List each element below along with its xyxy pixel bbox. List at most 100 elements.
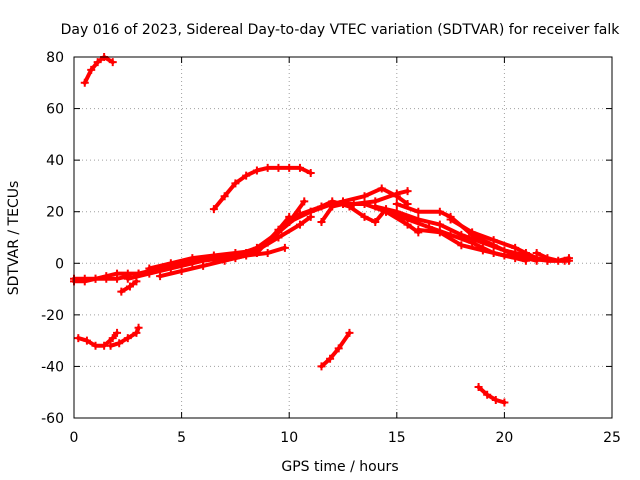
series-band-decline-a [371,202,541,263]
series-arc-top-left [80,53,117,87]
data-point [295,220,304,229]
series-line [534,251,571,263]
x-axis-ticks: 0 5 10 15 20 25 [70,57,621,446]
data-point [74,334,83,343]
data-point [87,65,96,74]
data-point [360,212,369,221]
series-line [373,204,539,261]
data-point [145,264,154,273]
series-arc-high [209,163,315,214]
data-point [117,287,126,296]
data-point [108,334,117,343]
chart-title: Day 016 of 2023, Sidereal Day-to-day VTE… [61,22,621,38]
data-point [468,238,477,247]
data-point [382,207,391,216]
data-point [199,261,208,270]
data-point [209,254,218,263]
data-point [295,210,304,219]
series-band-tail [532,248,573,265]
series-line [476,385,507,405]
data-point [300,197,309,206]
data-point [132,277,141,286]
plot-frame [73,56,613,419]
x-tick-label: 10 [280,430,298,446]
series-arc-neg-left-a [74,328,122,350]
x-tick-label: 15 [388,430,406,446]
series-arc-neg-left-c [117,277,141,296]
data-point [326,354,335,363]
data-point [435,207,444,216]
data-point [263,163,272,172]
data-point [80,78,89,87]
data-point [274,233,283,242]
data-point [82,336,91,345]
data-point [446,215,455,224]
data-point [263,248,272,257]
data-point [339,199,347,208]
series-line [308,199,388,224]
y-tick-label: -60 [41,411,64,427]
data-point [274,163,283,172]
data-point [371,202,380,211]
data-point [414,207,423,216]
series-band-start-2 [70,272,132,286]
data-point [106,341,115,350]
data-point [252,248,261,257]
data-point [166,261,175,270]
data-point [489,236,498,245]
data-tracks [70,53,573,407]
data-point [123,274,132,283]
y-tick-label: 60 [46,102,64,118]
x-tick-label: 0 [70,430,79,446]
data-point [317,218,326,227]
data-point [132,328,141,337]
data-point [123,334,132,343]
data-point [108,58,117,67]
data-point [532,248,541,257]
x-tick-label: 25 [603,430,621,446]
data-point [134,269,143,278]
data-point [468,228,477,237]
data-point [435,220,444,229]
data-point [377,184,386,193]
data-point [478,246,487,255]
data-point [371,218,380,227]
y-tick-label: -40 [41,359,64,375]
data-point [564,254,573,263]
data-point [209,205,218,214]
x-axis-label: GPS time / hours [281,459,398,475]
data-point [295,163,304,172]
y-tick-label: 40 [46,153,64,169]
data-point [285,163,294,172]
data-point [543,254,552,263]
data-point [231,179,240,188]
data-point [113,274,122,283]
data-point [113,328,122,337]
data-point [93,58,102,67]
series-arc-neg-right [474,383,509,407]
data-point [360,192,369,201]
data-point [334,344,343,353]
data-point [500,251,509,260]
series-line [319,330,352,369]
data-point [91,341,100,350]
data-point [242,171,251,180]
data-point [435,228,444,237]
data-point [554,256,563,265]
data-point [177,267,186,276]
data-point [102,274,111,283]
y-tick-label: -20 [41,308,64,324]
y-axis-label: SDTVAR / TECUs [6,181,22,296]
data-point [274,225,283,234]
data-point [156,272,165,281]
series-line [211,165,313,212]
data-point [220,192,229,201]
data-point [188,256,197,265]
y-tick-label: 20 [46,205,64,221]
series-arc-neg-mid [317,328,354,371]
data-point [491,395,500,404]
data-point [306,169,315,178]
series-band-peak-d [317,199,423,237]
grid [74,57,612,418]
